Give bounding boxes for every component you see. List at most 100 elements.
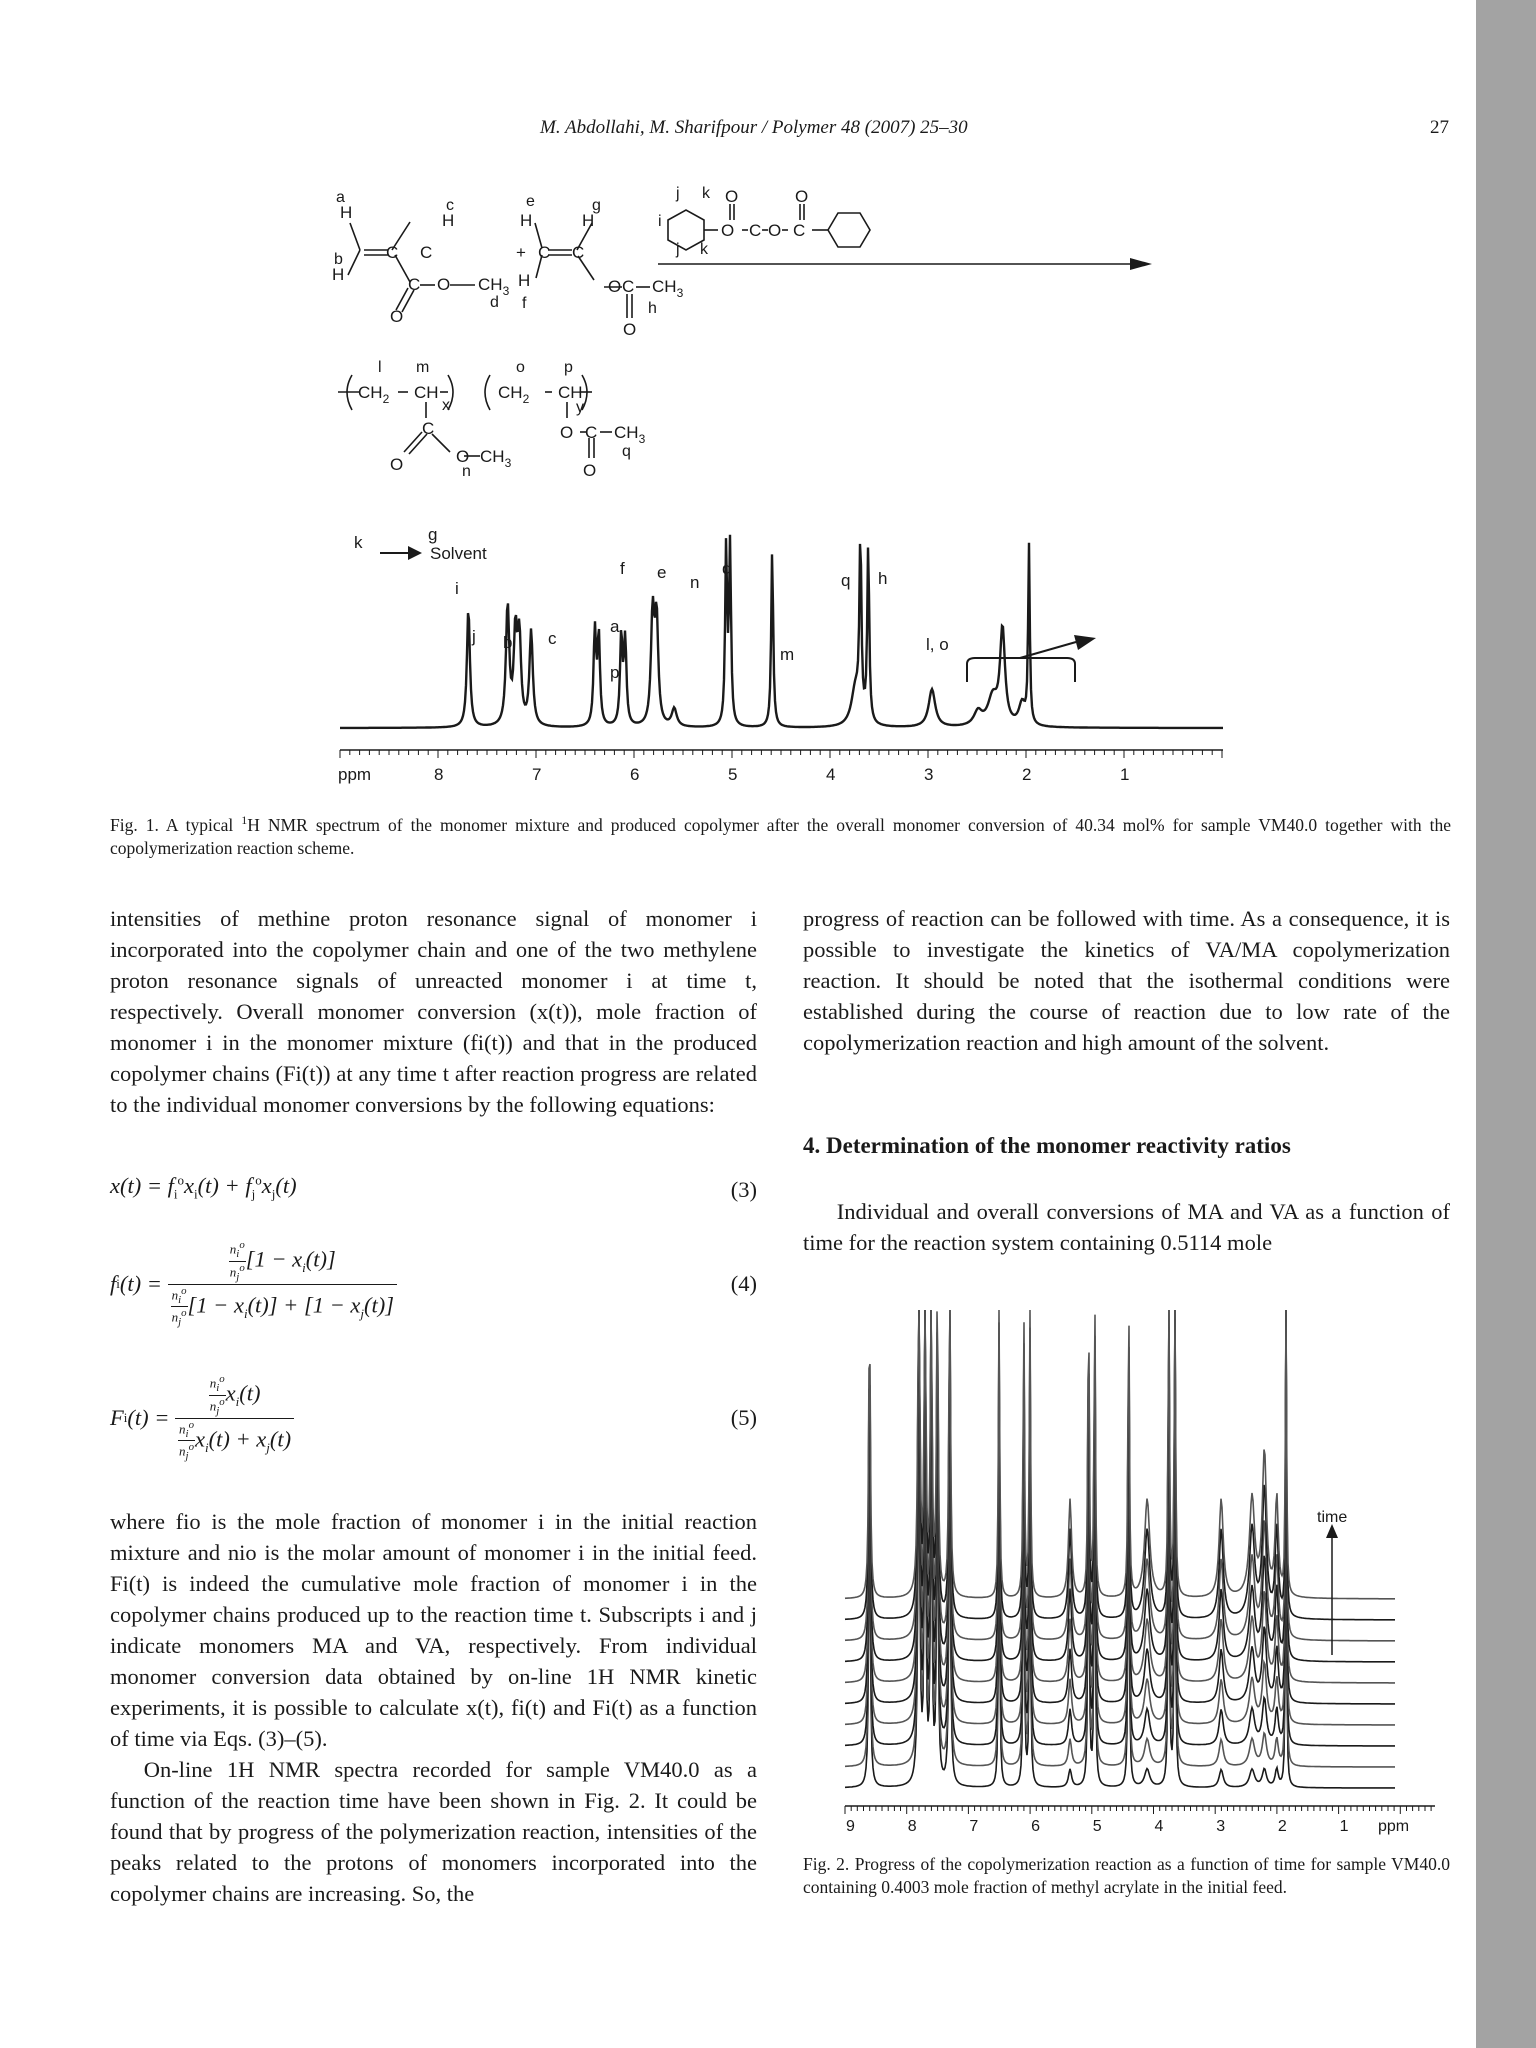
reaction-scheme-labels: a b c d e f g h ij j k k l m n o p q x y <box>334 185 711 480</box>
running-title: M. Abdollahi, M. Sharifpour / Polymer 48… <box>540 117 968 138</box>
fig2-tick-label: 2 <box>1278 1818 1287 1835</box>
time-label: time <box>1317 1509 1347 1526</box>
scheme-atom: C <box>585 423 597 442</box>
scheme-atom: H <box>442 211 454 230</box>
scheme-label: i <box>658 213 662 230</box>
scheme-atom: O <box>725 187 738 206</box>
fig2-axis-ticks <box>844 1806 1432 1814</box>
scheme-label: q <box>622 443 631 460</box>
scheme-atom: C <box>420 243 432 262</box>
equation-3-number: (3) <box>730 1177 757 1202</box>
scheme-label: m <box>416 359 429 376</box>
ppm-tick-label: 8 <box>434 765 443 784</box>
fig2-tick-label: 6 <box>1031 1818 1040 1835</box>
scheme-atom: C <box>793 221 805 240</box>
equation-4-body: f i (t) = nio njo [1 − xi(t)] nio njo [1 − xi(… <box>110 1238 398 1330</box>
scheme-label: f <box>522 295 527 312</box>
scheme-label: l <box>378 359 382 376</box>
fig2-tick-label: 8 <box>908 1818 917 1835</box>
scheme-label: p <box>564 359 573 376</box>
peak-label: d <box>722 559 731 578</box>
scheme-atom: O <box>583 461 596 480</box>
figure-1-caption: Fig. 1. A typical 1H NMR spectrum of the… <box>110 809 1451 860</box>
fig2-axis-tick-labels: 9 8 7 6 5 4 3 2 1 <box>846 1818 1349 1835</box>
caption-text: H NMR spectrum of the monomer mixture an… <box>110 814 1451 858</box>
running-header: M. Abdollahi, M. Sharifpour / Polymer 48… <box>0 117 1476 147</box>
nmr-trace <box>340 534 1223 730</box>
left-column-text-2: where fio is the mole fraction of monome… <box>110 1506 757 1909</box>
scheme-atom: O <box>390 455 403 474</box>
ppm-axis-tick-labels: 8 7 6 5 4 3 2 1 <box>434 765 1129 784</box>
scheme-atom: H <box>332 265 344 284</box>
scheme-atom: C <box>386 243 398 262</box>
equation-3-body: x(t) = fioxi(t) + fjoxj(t) <box>110 1172 297 1201</box>
peak-label: l, o <box>926 635 949 654</box>
peak-label: a <box>610 617 620 636</box>
scheme-atom: O <box>608 277 621 296</box>
ppm-tick-label: 7 <box>532 765 541 784</box>
scheme-atom: C <box>408 275 420 294</box>
scheme-atom: CH2 <box>498 383 530 406</box>
right-column-text: progress of reaction can be followed wit… <box>803 903 1450 1058</box>
fig2-tick-label: 4 <box>1155 1818 1164 1835</box>
solvent-arrow-head <box>408 546 422 560</box>
stacked-nmr-traces <box>844 1309 1395 1789</box>
ppm-axis-ticks <box>339 750 1223 758</box>
scheme-atom: C <box>572 243 584 262</box>
peak-label: q <box>841 571 850 590</box>
section-title: 4. Determination of the monomer reactivi… <box>803 1133 1291 1158</box>
scheme-atom: O <box>721 221 734 240</box>
scheme-label: e <box>526 193 535 210</box>
spectrum-annotations <box>380 552 1077 682</box>
equation-4: f i (t) = nio njo [1 − xi(t)] nio njo [1 − xi(… <box>110 1238 757 1330</box>
ppm-tick-label: 3 <box>924 765 933 784</box>
scheme-atom: O <box>437 275 450 294</box>
stacked-nmr-figure: time 9 8 7 6 5 4 3 2 1 ppm <box>844 1309 1435 1835</box>
scheme-atom: O <box>456 447 469 466</box>
peak-label: n <box>690 573 699 592</box>
ppm-tick-label: 4 <box>826 765 835 784</box>
peak-label: b <box>503 633 512 652</box>
page-number: 27 <box>1430 117 1449 138</box>
scheme-label: k <box>702 185 711 202</box>
left-paragraph-3: On-line 1H NMR spectra recorded for samp… <box>110 1757 757 1906</box>
l-o-arrow-head <box>1074 635 1096 650</box>
scheme-atom: H <box>520 211 532 230</box>
scheme-label: c <box>446 197 454 214</box>
equation-4-number: (4) <box>730 1271 757 1296</box>
fig2-tick-label: 1 <box>1340 1818 1349 1835</box>
ppm-tick-label: 6 <box>630 765 639 784</box>
scheme-atom: O <box>560 423 573 442</box>
peak-label: g <box>428 525 437 544</box>
copolymer-structure-bonds <box>338 374 612 458</box>
reaction-scheme-bonds <box>347 204 1130 318</box>
right-paragraph-2: Individual and overall conversions of MA… <box>803 1199 1450 1255</box>
scheme-label: g <box>592 197 601 214</box>
right-column-text-2: Individual and overall conversions of MA… <box>803 1196 1450 1258</box>
fig2-tick-label: 7 <box>969 1818 978 1835</box>
scheme-label: o <box>516 359 525 376</box>
peak-label: f <box>620 559 625 578</box>
scheme-label: j <box>675 241 680 258</box>
peak-labels: k g i j b c a p f e n d m q h l, o <box>354 525 949 682</box>
stacked-spectrum <box>844 1309 1395 1600</box>
figure-2-caption: Fig. 2. Progress of the copolymerization… <box>803 1854 1450 1897</box>
peak-label: p <box>610 663 619 682</box>
left-paragraph-2: where fio is the mole fraction of monome… <box>110 1509 757 1751</box>
ppm-tick-label: 5 <box>728 765 737 784</box>
scheme-label: n <box>462 463 471 480</box>
scheme-atom: C <box>538 243 550 262</box>
scheme-atom: CH3 <box>480 447 512 470</box>
ppm-tick-label: 2 <box>1022 765 1031 784</box>
scheme-label: b <box>334 251 343 268</box>
page-edge-bar <box>1476 0 1536 2048</box>
equation-3: x(t) = fioxi(t) + fjoxj(t) (3) <box>110 1172 757 1208</box>
peak-label: e <box>657 563 666 582</box>
scheme-atom: CH3 <box>614 423 646 446</box>
figure-1: H H C C H C O CH3 O H H C C H O C CH3 O O O C O O C CH2 CH C O O CH3 C… <box>330 180 1230 800</box>
right-paragraph-1: progress of reaction can be followed wit… <box>803 906 1450 1055</box>
